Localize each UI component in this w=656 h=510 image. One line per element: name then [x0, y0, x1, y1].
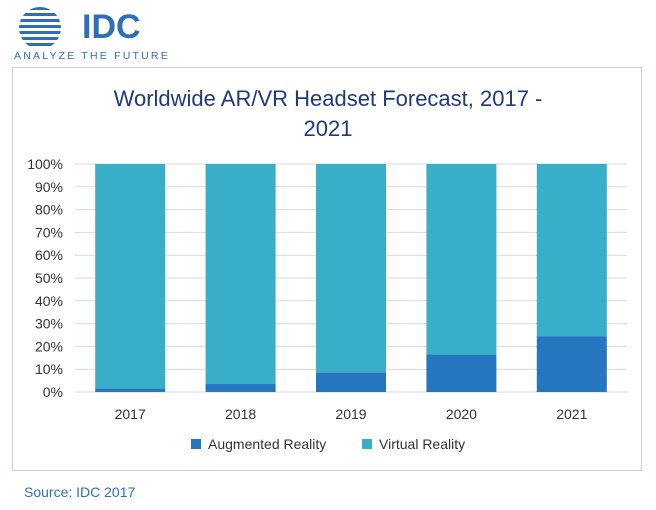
bar-virtual-reality	[426, 164, 497, 355]
bar-virtual-reality	[316, 164, 386, 373]
x-tick-label: 2021	[556, 406, 587, 422]
chart-frame: Worldwide AR/VR Headset Forecast, 2017 -…	[12, 67, 642, 471]
bar-augmented-reality	[316, 372, 386, 392]
y-tick-label: 60%	[35, 247, 63, 263]
y-tick-label: 100%	[27, 156, 63, 172]
y-tick-label: 90%	[35, 179, 63, 195]
y-tick-label: 0%	[43, 384, 63, 400]
source-note: Source: IDC 2017	[24, 484, 136, 500]
y-tick-label: 70%	[35, 224, 63, 240]
chart-title-line-1: Worldwide AR/VR Headset Forecast, 2017 -	[113, 86, 543, 111]
x-tick-label: 2017	[115, 406, 146, 422]
globe-icon	[19, 7, 61, 46]
x-tick-label: 2019	[335, 406, 366, 422]
bar-virtual-reality	[536, 164, 607, 337]
y-tick-label: 80%	[35, 202, 63, 218]
y-tick-label: 50%	[35, 270, 63, 286]
bar-augmented-reality	[95, 388, 166, 392]
chart-title-line-2: 2021	[303, 116, 353, 141]
legend-augmented-reality-label: Augmented Reality	[208, 436, 326, 452]
bar-virtual-reality	[95, 164, 166, 389]
idc-logo: IDC ANALYZE THE FUTURE	[10, 6, 170, 62]
legend-virtual-reality-label: Virtual Reality	[379, 436, 465, 452]
y-tick-label: 40%	[35, 293, 63, 309]
bar-augmented-reality	[536, 336, 607, 392]
bar-virtual-reality	[205, 164, 276, 385]
bar-augmented-reality	[426, 354, 497, 392]
x-tick-label: 2020	[446, 406, 477, 422]
y-tick-label: 20%	[35, 338, 63, 354]
y-tick-label: 30%	[35, 316, 63, 332]
y-tick-label: 10%	[35, 361, 63, 377]
chart-title: Worldwide AR/VR Headset Forecast, 2017 -…	[13, 84, 643, 144]
logo-name: IDC	[82, 8, 141, 46]
legend-augmented-reality-swatch	[191, 439, 201, 449]
stacked-bar-chart: 0% 10% 20% 30% 40% 50% 60% 70% 80% 90% 100% 2017 201…	[27, 156, 627, 452]
logo-tagline: ANALYZE THE FUTURE	[14, 50, 170, 62]
x-tick-label: 2018	[225, 406, 256, 422]
legend-virtual-reality-swatch	[362, 439, 372, 449]
bar-augmented-reality	[205, 384, 276, 392]
